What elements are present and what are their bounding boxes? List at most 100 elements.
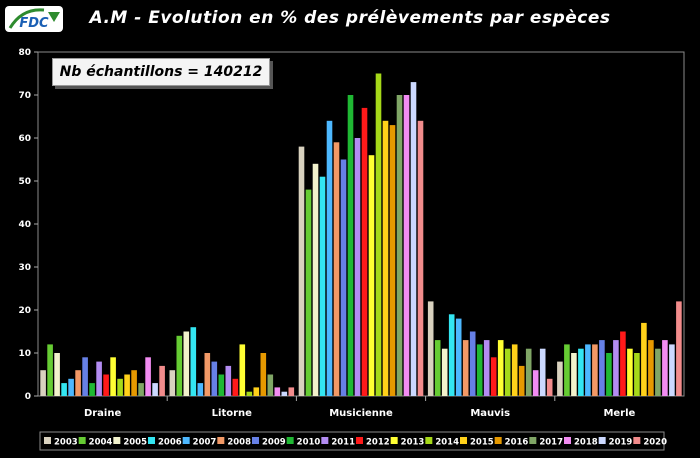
legend-entry: 2009 bbox=[262, 438, 286, 448]
bar bbox=[410, 82, 417, 396]
bar bbox=[253, 387, 260, 396]
bar bbox=[585, 344, 591, 396]
bar bbox=[441, 348, 448, 396]
bar bbox=[312, 163, 319, 396]
chart-title: A.M - Evolution en % des prélèvements pa… bbox=[89, 8, 611, 28]
y-tick-label: 20 bbox=[18, 306, 31, 316]
bar bbox=[662, 340, 668, 396]
bar bbox=[305, 189, 312, 396]
legend-swatch bbox=[217, 437, 225, 444]
bar bbox=[396, 95, 403, 396]
legend-entry: 2018 bbox=[574, 438, 598, 448]
bar bbox=[54, 353, 60, 396]
category-label: Draine bbox=[84, 408, 122, 419]
bar bbox=[225, 365, 232, 396]
bar bbox=[546, 378, 553, 396]
bar bbox=[260, 353, 267, 396]
bar bbox=[434, 340, 441, 396]
bar bbox=[669, 344, 675, 396]
bar bbox=[326, 120, 333, 397]
bar bbox=[483, 340, 490, 396]
legend-swatch bbox=[44, 437, 51, 444]
bar bbox=[571, 353, 577, 396]
y-tick-label: 0 bbox=[25, 392, 31, 402]
bar bbox=[319, 176, 326, 396]
bar bbox=[497, 340, 504, 396]
legend-entry: 2008 bbox=[227, 438, 251, 448]
legend-entry: 2015 bbox=[470, 438, 494, 448]
bar bbox=[599, 340, 605, 396]
legend-swatch bbox=[390, 437, 398, 444]
legend-entry: 2005 bbox=[123, 438, 147, 448]
bar bbox=[427, 301, 434, 396]
legend-entry: 2004 bbox=[89, 438, 113, 448]
bar bbox=[476, 344, 483, 396]
legend-swatch bbox=[113, 437, 121, 444]
bar bbox=[539, 348, 546, 396]
legend-swatch bbox=[78, 437, 86, 444]
bar bbox=[169, 370, 176, 396]
y-tick-label: 40 bbox=[18, 220, 31, 230]
bar bbox=[190, 327, 197, 396]
bar bbox=[152, 383, 158, 396]
bar bbox=[347, 95, 354, 396]
bar bbox=[532, 370, 539, 396]
bar bbox=[627, 348, 633, 396]
bar bbox=[159, 365, 165, 396]
bar bbox=[490, 357, 497, 396]
bar bbox=[448, 314, 455, 396]
legend-entry: 2013 bbox=[401, 438, 425, 448]
bar bbox=[564, 344, 570, 396]
legend-swatch bbox=[529, 437, 537, 444]
fdc-logo-icon: FDC bbox=[5, 6, 63, 32]
legend-swatch bbox=[148, 437, 155, 444]
legend-swatch bbox=[321, 437, 329, 444]
bar bbox=[368, 155, 375, 396]
bar bbox=[676, 301, 682, 396]
bar bbox=[96, 361, 102, 396]
category-label: Litorne bbox=[212, 408, 253, 419]
y-tick-label: 70 bbox=[18, 91, 31, 101]
category-label: Musicienne bbox=[329, 408, 393, 419]
legend-swatch bbox=[598, 437, 606, 444]
bar bbox=[138, 383, 144, 396]
bar bbox=[75, 370, 81, 396]
bar bbox=[634, 353, 640, 396]
legend-swatch bbox=[356, 437, 363, 444]
bar bbox=[183, 331, 190, 396]
bar bbox=[592, 344, 598, 396]
bar bbox=[176, 335, 183, 396]
legend-swatch bbox=[252, 437, 259, 444]
bar bbox=[246, 391, 253, 396]
bar bbox=[455, 318, 462, 396]
bar bbox=[417, 120, 424, 397]
bar bbox=[211, 361, 218, 396]
bar bbox=[288, 387, 295, 396]
legend-swatch bbox=[633, 437, 641, 444]
bar bbox=[655, 348, 661, 396]
bar bbox=[518, 365, 525, 396]
legend-swatch bbox=[425, 437, 433, 444]
bar bbox=[403, 95, 410, 396]
bar bbox=[613, 340, 619, 396]
legend-entry: 2012 bbox=[366, 438, 390, 448]
y-tick-label: 80 bbox=[18, 48, 31, 58]
bar bbox=[578, 348, 584, 396]
bar bbox=[117, 378, 123, 396]
bar bbox=[511, 344, 518, 396]
bar bbox=[557, 361, 563, 396]
bar bbox=[40, 370, 46, 396]
bar bbox=[47, 344, 53, 396]
legend-swatch bbox=[460, 437, 467, 444]
bar bbox=[298, 146, 305, 396]
bar bbox=[375, 73, 382, 396]
legend-entry: 2016 bbox=[505, 438, 529, 448]
bar bbox=[361, 107, 368, 397]
legend-entry: 2010 bbox=[297, 438, 321, 448]
bar bbox=[197, 383, 204, 396]
bar bbox=[82, 357, 88, 396]
bar bbox=[382, 120, 389, 397]
bar bbox=[61, 383, 67, 396]
